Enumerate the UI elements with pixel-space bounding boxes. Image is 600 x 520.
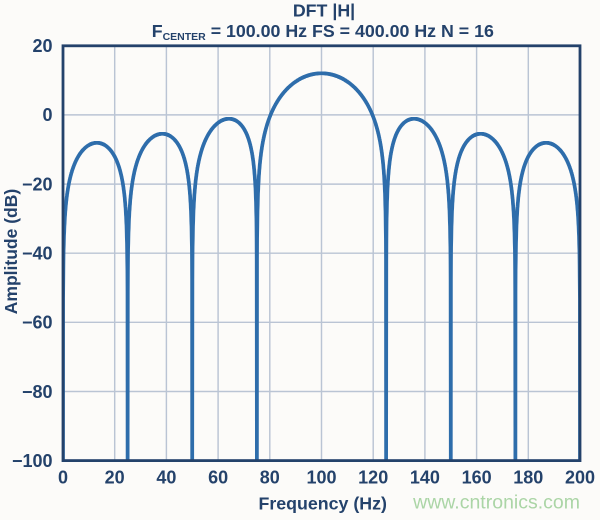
svg-text:40: 40 <box>156 468 176 488</box>
svg-text:100: 100 <box>306 468 336 488</box>
svg-text:−20: −20 <box>22 174 53 194</box>
svg-text:140: 140 <box>410 468 440 488</box>
svg-text:FCENTER = 100.00 Hz FS = 400.0: FCENTER = 100.00 Hz FS = 400.00 Hz N = 1… <box>152 21 494 43</box>
svg-text:160: 160 <box>462 468 492 488</box>
svg-text:60: 60 <box>208 468 228 488</box>
svg-text:20: 20 <box>32 36 52 56</box>
svg-text:Frequency (Hz): Frequency (Hz) <box>258 494 387 514</box>
svg-text:200: 200 <box>565 468 595 488</box>
svg-text:0: 0 <box>58 468 68 488</box>
svg-text:Amplitude (dB): Amplitude (dB) <box>1 189 21 314</box>
svg-text:20: 20 <box>105 468 125 488</box>
svg-text:0: 0 <box>42 105 52 125</box>
svg-text:DFT |H|: DFT |H| <box>293 0 355 20</box>
svg-text:−40: −40 <box>22 244 53 264</box>
svg-text:80: 80 <box>260 468 280 488</box>
svg-text:120: 120 <box>358 468 388 488</box>
svg-text:180: 180 <box>513 468 543 488</box>
svg-text:−80: −80 <box>22 382 53 402</box>
svg-text:−60: −60 <box>22 313 53 333</box>
svg-text:−100: −100 <box>12 451 53 471</box>
svg-text:www.cntronics.com: www.cntronics.com <box>412 492 580 514</box>
